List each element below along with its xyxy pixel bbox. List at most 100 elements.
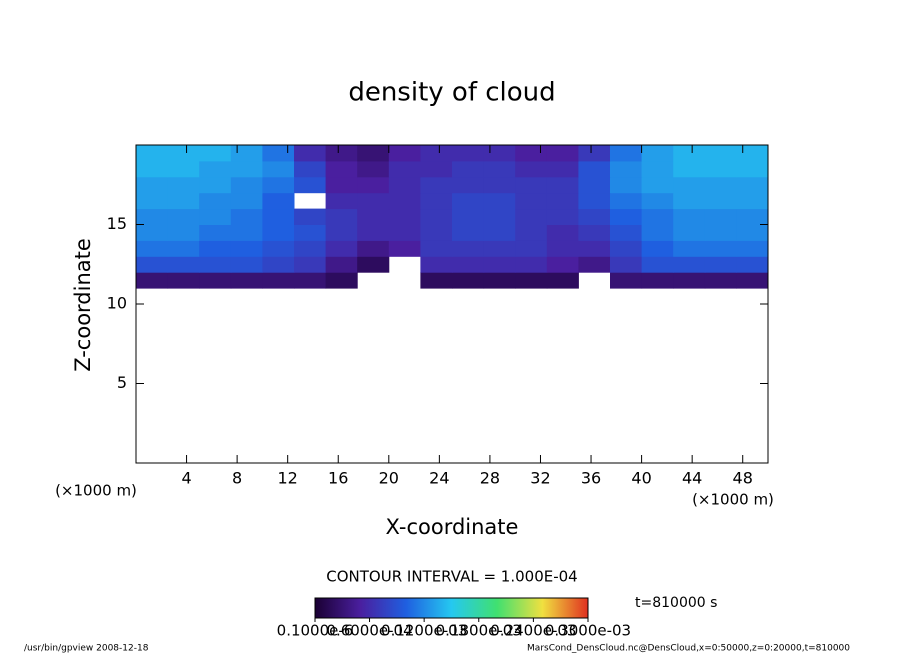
cell [262,224,295,241]
cell [294,176,327,194]
cell [357,192,390,210]
cell [294,208,327,225]
cell [136,240,169,257]
cell [641,160,674,178]
cell [483,272,516,289]
colorbar-label: 0.3000e-03 [545,622,631,640]
footer: /usr/bin/gpview 2008-12-18 [24,644,149,654]
cell [704,160,737,178]
cell [610,192,643,210]
colorbar-label: 0.1800e-03 [436,622,522,640]
x-tick-label: 4 [181,469,191,488]
cell [610,224,643,241]
cell [483,256,516,273]
cell [420,224,453,241]
cell [546,256,579,273]
cell [483,192,516,210]
cell [610,176,643,194]
cell [262,192,295,210]
cell [325,256,358,273]
cell [578,208,611,225]
cell [199,240,232,257]
cell [452,256,485,273]
cell [673,176,706,194]
cell [546,145,579,162]
cell [230,224,263,241]
x-tick-label: 40 [631,469,651,488]
cell [515,145,548,162]
cell [578,192,611,210]
cell [515,176,548,194]
cell [357,240,390,257]
cell [388,208,421,225]
cell [704,272,737,289]
cell [578,224,611,241]
cell [452,208,485,225]
cell [136,224,169,241]
cell [294,160,327,178]
cell [199,256,232,273]
footer: MarsCond_DensCloud.nc@DensCloud,x=0:5000… [527,644,850,654]
cell [325,240,358,257]
cell [641,256,674,273]
cell [230,176,263,194]
cell [167,145,200,162]
y-tick-label: 15 [107,214,127,233]
cell [420,208,453,225]
cell [199,224,232,241]
cell [578,145,611,162]
cell [294,145,327,162]
cell [199,208,232,225]
cell [641,192,674,210]
cell [420,145,453,162]
cell [325,145,358,162]
cell [420,160,453,178]
cell [483,240,516,257]
cell [641,176,674,194]
cell [325,192,358,210]
cell [262,256,295,273]
cell [294,224,327,241]
cell [736,160,769,178]
x-unit: (×1000 m) [692,491,774,509]
x-tick-label: 44 [682,469,702,488]
cell [420,192,453,210]
cell [546,240,579,257]
cell [673,240,706,257]
cell [136,192,169,210]
cell [294,272,327,289]
cell [357,224,390,241]
cell [357,208,390,225]
x-unit: (×1000 m) [55,482,137,500]
cell [452,192,485,210]
cell [610,240,643,257]
cell [610,272,643,289]
cell [673,272,706,289]
cell [230,145,263,162]
cell [546,224,579,241]
cell [483,160,516,178]
cell [420,176,453,194]
cell [136,208,169,225]
cell [136,176,169,194]
cell [546,272,579,289]
cell [736,176,769,194]
cell [673,208,706,225]
cell [546,160,579,178]
y-tick-label: 10 [107,294,127,313]
cell [704,224,737,241]
time-label: t=810000 s [635,595,717,611]
cell [736,208,769,225]
cell [325,160,358,178]
cell [483,208,516,225]
cell [167,176,200,194]
cell [610,208,643,225]
cell [736,272,769,289]
cell [673,224,706,241]
cell [736,224,769,241]
cell [230,256,263,273]
cell [167,224,200,241]
colorbar-label: 0.2400e-03 [490,622,576,640]
cell [388,192,421,210]
cell [230,160,263,178]
